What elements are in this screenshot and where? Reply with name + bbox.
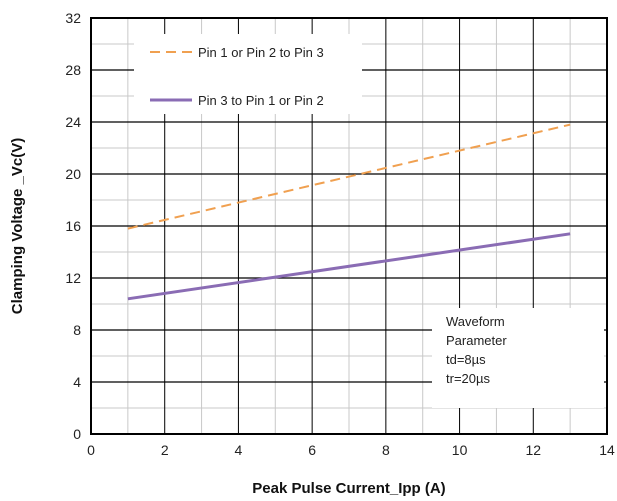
annotation-line-3: td=8µs [446, 352, 486, 367]
y-axis-title: Clamping Voltage _Vc(V) [9, 138, 26, 314]
y-tick-label: 20 [65, 166, 81, 182]
y-tick-label: 32 [65, 10, 81, 26]
y-tick-label: 24 [65, 114, 81, 130]
x-tick-label: 10 [452, 442, 468, 458]
x-tick-label: 0 [87, 442, 95, 458]
plot-frame [90, 17, 608, 435]
x-tick-label: 12 [525, 442, 541, 458]
series-layer [127, 123, 571, 301]
waveform-annotation: Waveform Parameter td=8µs tr=20µs [432, 308, 604, 408]
y-tick-label: 16 [65, 218, 81, 234]
series-line-1 [127, 123, 571, 230]
annotation-line-2: Parameter [446, 333, 507, 348]
x-tick-label: 6 [308, 442, 316, 458]
x-tick-label: 2 [161, 442, 169, 458]
x-tick-label: 8 [382, 442, 390, 458]
x-tick-label: 14 [599, 442, 615, 458]
y-tick-label: 8 [73, 322, 81, 338]
annotation-line-1: Waveform [446, 314, 505, 329]
x-axis-title: Peak Pulse Current_Ipp (A) [252, 480, 445, 497]
legend: Pin 1 or Pin 2 to Pin 3 Pin 3 to Pin 1 or… [134, 34, 362, 114]
y-tick-label: 4 [73, 374, 81, 390]
annotation-line-4: tr=20µs [446, 371, 490, 386]
series-line-2 [127, 232, 571, 301]
y-tick-label: 0 [73, 426, 81, 442]
legend-label-2: Pin 3 to Pin 1 or Pin 2 [198, 93, 324, 108]
y-tick-label: 28 [65, 62, 81, 78]
y-tick-label: 12 [65, 270, 81, 286]
x-tick-label: 4 [235, 442, 243, 458]
annotation-background [432, 308, 604, 408]
legend-label-1: Pin 1 or Pin 2 to Pin 3 [198, 45, 324, 60]
